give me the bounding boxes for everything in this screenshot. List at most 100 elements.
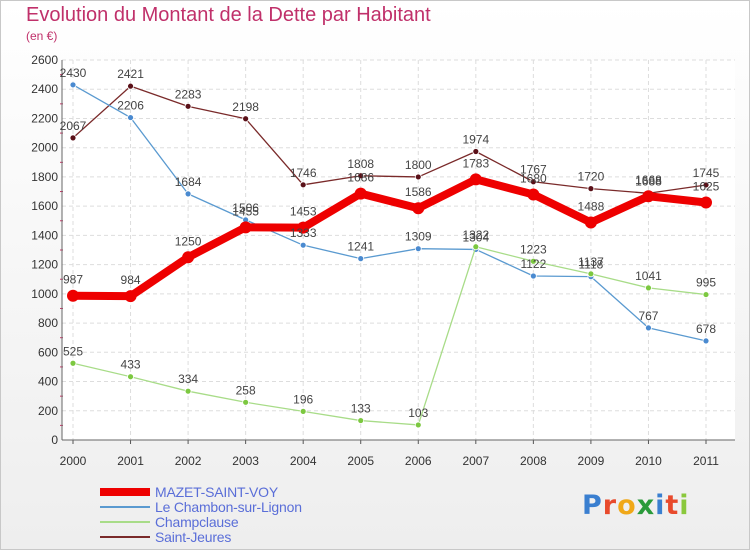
data-label-saint-jeures: 1688 xyxy=(635,174,662,188)
data-point-le-chambon-sur-lignon xyxy=(529,272,537,280)
series-line-champclause xyxy=(72,246,707,426)
data-point-mazet-saint-voy xyxy=(354,187,367,200)
data-label-le-chambon-sur-lignon: 1118 xyxy=(578,258,603,272)
series-line-saint-jeures xyxy=(72,85,707,194)
logo-letter: P xyxy=(582,490,603,521)
data-point-champclause xyxy=(127,373,134,381)
data-point-mazet-saint-voy xyxy=(527,188,540,201)
x-tick-label: 2008 xyxy=(520,454,547,468)
data-label-mazet-saint-voy: 1686 xyxy=(347,171,374,185)
data-point-champclause xyxy=(299,407,307,415)
data-label-champclause: 1223 xyxy=(520,242,547,256)
legend-swatch xyxy=(100,520,150,523)
y-tick-label: 1400 xyxy=(31,228,58,242)
data-label-mazet-saint-voy: 1455 xyxy=(232,204,259,218)
data-point-champclause xyxy=(587,270,595,278)
data-label-le-chambon-sur-lignon: 767 xyxy=(638,309,658,323)
data-label-champclause: 133 xyxy=(351,402,371,416)
legend-item-mazet-saint-voy: MAZET-SAINT-VOY xyxy=(100,484,302,500)
x-tick-label: 2011 xyxy=(693,454,719,468)
data-label-champclause: 995 xyxy=(696,276,716,290)
legend-label: Champclause xyxy=(155,513,239,530)
data-point-mazet-saint-voy xyxy=(182,251,195,264)
legend-label: Saint-Jeures xyxy=(155,528,232,545)
data-point-mazet-saint-voy xyxy=(584,216,597,229)
data-label-mazet-saint-voy: 1680 xyxy=(520,171,547,185)
data-label-le-chambon-sur-lignon: 678 xyxy=(696,322,716,336)
x-tick-label: 2001 xyxy=(117,454,144,468)
data-label-saint-jeures: 1720 xyxy=(578,170,605,184)
x-tick-label: 2000 xyxy=(60,454,87,468)
y-tick-label: 400 xyxy=(38,375,58,389)
data-point-mazet-saint-voy xyxy=(700,196,712,209)
y-tick-label: 2600 xyxy=(31,53,58,67)
data-label-mazet-saint-voy: 1586 xyxy=(405,185,432,199)
data-label-mazet-saint-voy: 1250 xyxy=(175,234,202,248)
data-point-le-chambon-sur-lignon xyxy=(702,337,710,345)
x-tick-label: 2002 xyxy=(175,454,202,468)
y-tick-label: 2000 xyxy=(31,141,58,155)
x-tick-label: 2009 xyxy=(578,454,605,468)
data-point-mazet-saint-voy xyxy=(642,190,655,203)
logo-letter: x xyxy=(636,490,656,521)
y-tick-label: 1200 xyxy=(31,258,58,272)
data-point-saint-jeures xyxy=(357,172,365,180)
data-point-saint-jeures xyxy=(702,181,710,189)
data-label-le-chambon-sur-lignon: 2206 xyxy=(117,99,144,113)
x-tick-label: 2004 xyxy=(290,454,317,468)
legend-swatch xyxy=(100,487,150,496)
data-point-saint-jeures xyxy=(472,148,480,155)
data-label-saint-jeures: 1808 xyxy=(347,157,374,171)
y-tick-label: 1000 xyxy=(31,287,58,301)
data-label-mazet-saint-voy: 1668 xyxy=(635,173,662,187)
data-point-champclause xyxy=(702,291,710,298)
x-tick-label: 2006 xyxy=(405,454,432,468)
logo-letter: r xyxy=(602,490,618,521)
data-point-le-chambon-sur-lignon xyxy=(127,114,134,121)
data-point-champclause xyxy=(184,387,192,395)
data-label-le-chambon-sur-lignon: 1333 xyxy=(290,226,317,240)
x-tick-label: 2003 xyxy=(232,454,259,468)
data-point-mazet-saint-voy xyxy=(412,202,425,215)
legend-item-champclause: Champclause xyxy=(100,513,302,530)
data-label-champclause: 1322 xyxy=(462,228,489,242)
data-label-le-chambon-sur-lignon: 1122 xyxy=(520,257,546,271)
data-label-mazet-saint-voy: 1625 xyxy=(693,180,720,194)
data-point-saint-jeures xyxy=(242,115,250,123)
data-point-champclause xyxy=(414,421,422,429)
data-label-champclause: 334 xyxy=(178,372,198,386)
data-label-saint-jeures: 2283 xyxy=(175,87,202,101)
logo-letter: i xyxy=(679,490,690,521)
x-tick-label: 2010 xyxy=(635,454,662,468)
legend-swatch xyxy=(100,535,150,538)
logo-letter: o xyxy=(617,490,637,521)
data-point-le-chambon-sur-lignon xyxy=(414,245,422,253)
series-line-le-chambon-sur-lignon xyxy=(72,84,707,342)
data-point-mazet-saint-voy xyxy=(469,173,482,186)
data-label-le-chambon-sur-lignon: 2430 xyxy=(60,66,87,80)
chart-subtitle: (en €) xyxy=(26,29,58,43)
series-line-mazet-saint-voy xyxy=(69,175,710,301)
data-point-saint-jeures xyxy=(299,181,307,189)
data-point-champclause xyxy=(472,243,480,251)
legend-item-saint-jeures: Saint-Jeures xyxy=(100,528,302,545)
legend-swatch xyxy=(100,505,150,508)
data-point-saint-jeures xyxy=(587,185,595,193)
y-tick-label: 1800 xyxy=(31,170,58,184)
data-point-le-chambon-sur-lignon xyxy=(357,255,365,263)
data-label-le-chambon-sur-lignon: 1241 xyxy=(347,240,374,254)
logo-letter: t xyxy=(665,490,680,521)
y-tick-label: 0 xyxy=(51,433,58,447)
data-label-saint-jeures: 2198 xyxy=(232,100,259,114)
data-point-mazet-saint-voy xyxy=(297,221,310,234)
plot-area xyxy=(62,60,735,440)
data-label-saint-jeures: 1767 xyxy=(520,163,547,177)
y-tick-label: 2200 xyxy=(31,111,58,125)
data-point-champclause xyxy=(69,359,77,367)
data-label-champclause: 103 xyxy=(408,406,428,420)
legend-label: Le Chambon-sur-Lignon xyxy=(155,498,302,515)
legend-item-le-chambon-sur-lignon: Le Chambon-sur-Lignon xyxy=(100,498,302,515)
legend: MAZET-SAINT-VOY Le Chambon-sur-Lignon Cham… xyxy=(100,484,302,545)
y-tick-label: 600 xyxy=(38,345,58,359)
data-label-saint-jeures: 1746 xyxy=(290,166,317,180)
